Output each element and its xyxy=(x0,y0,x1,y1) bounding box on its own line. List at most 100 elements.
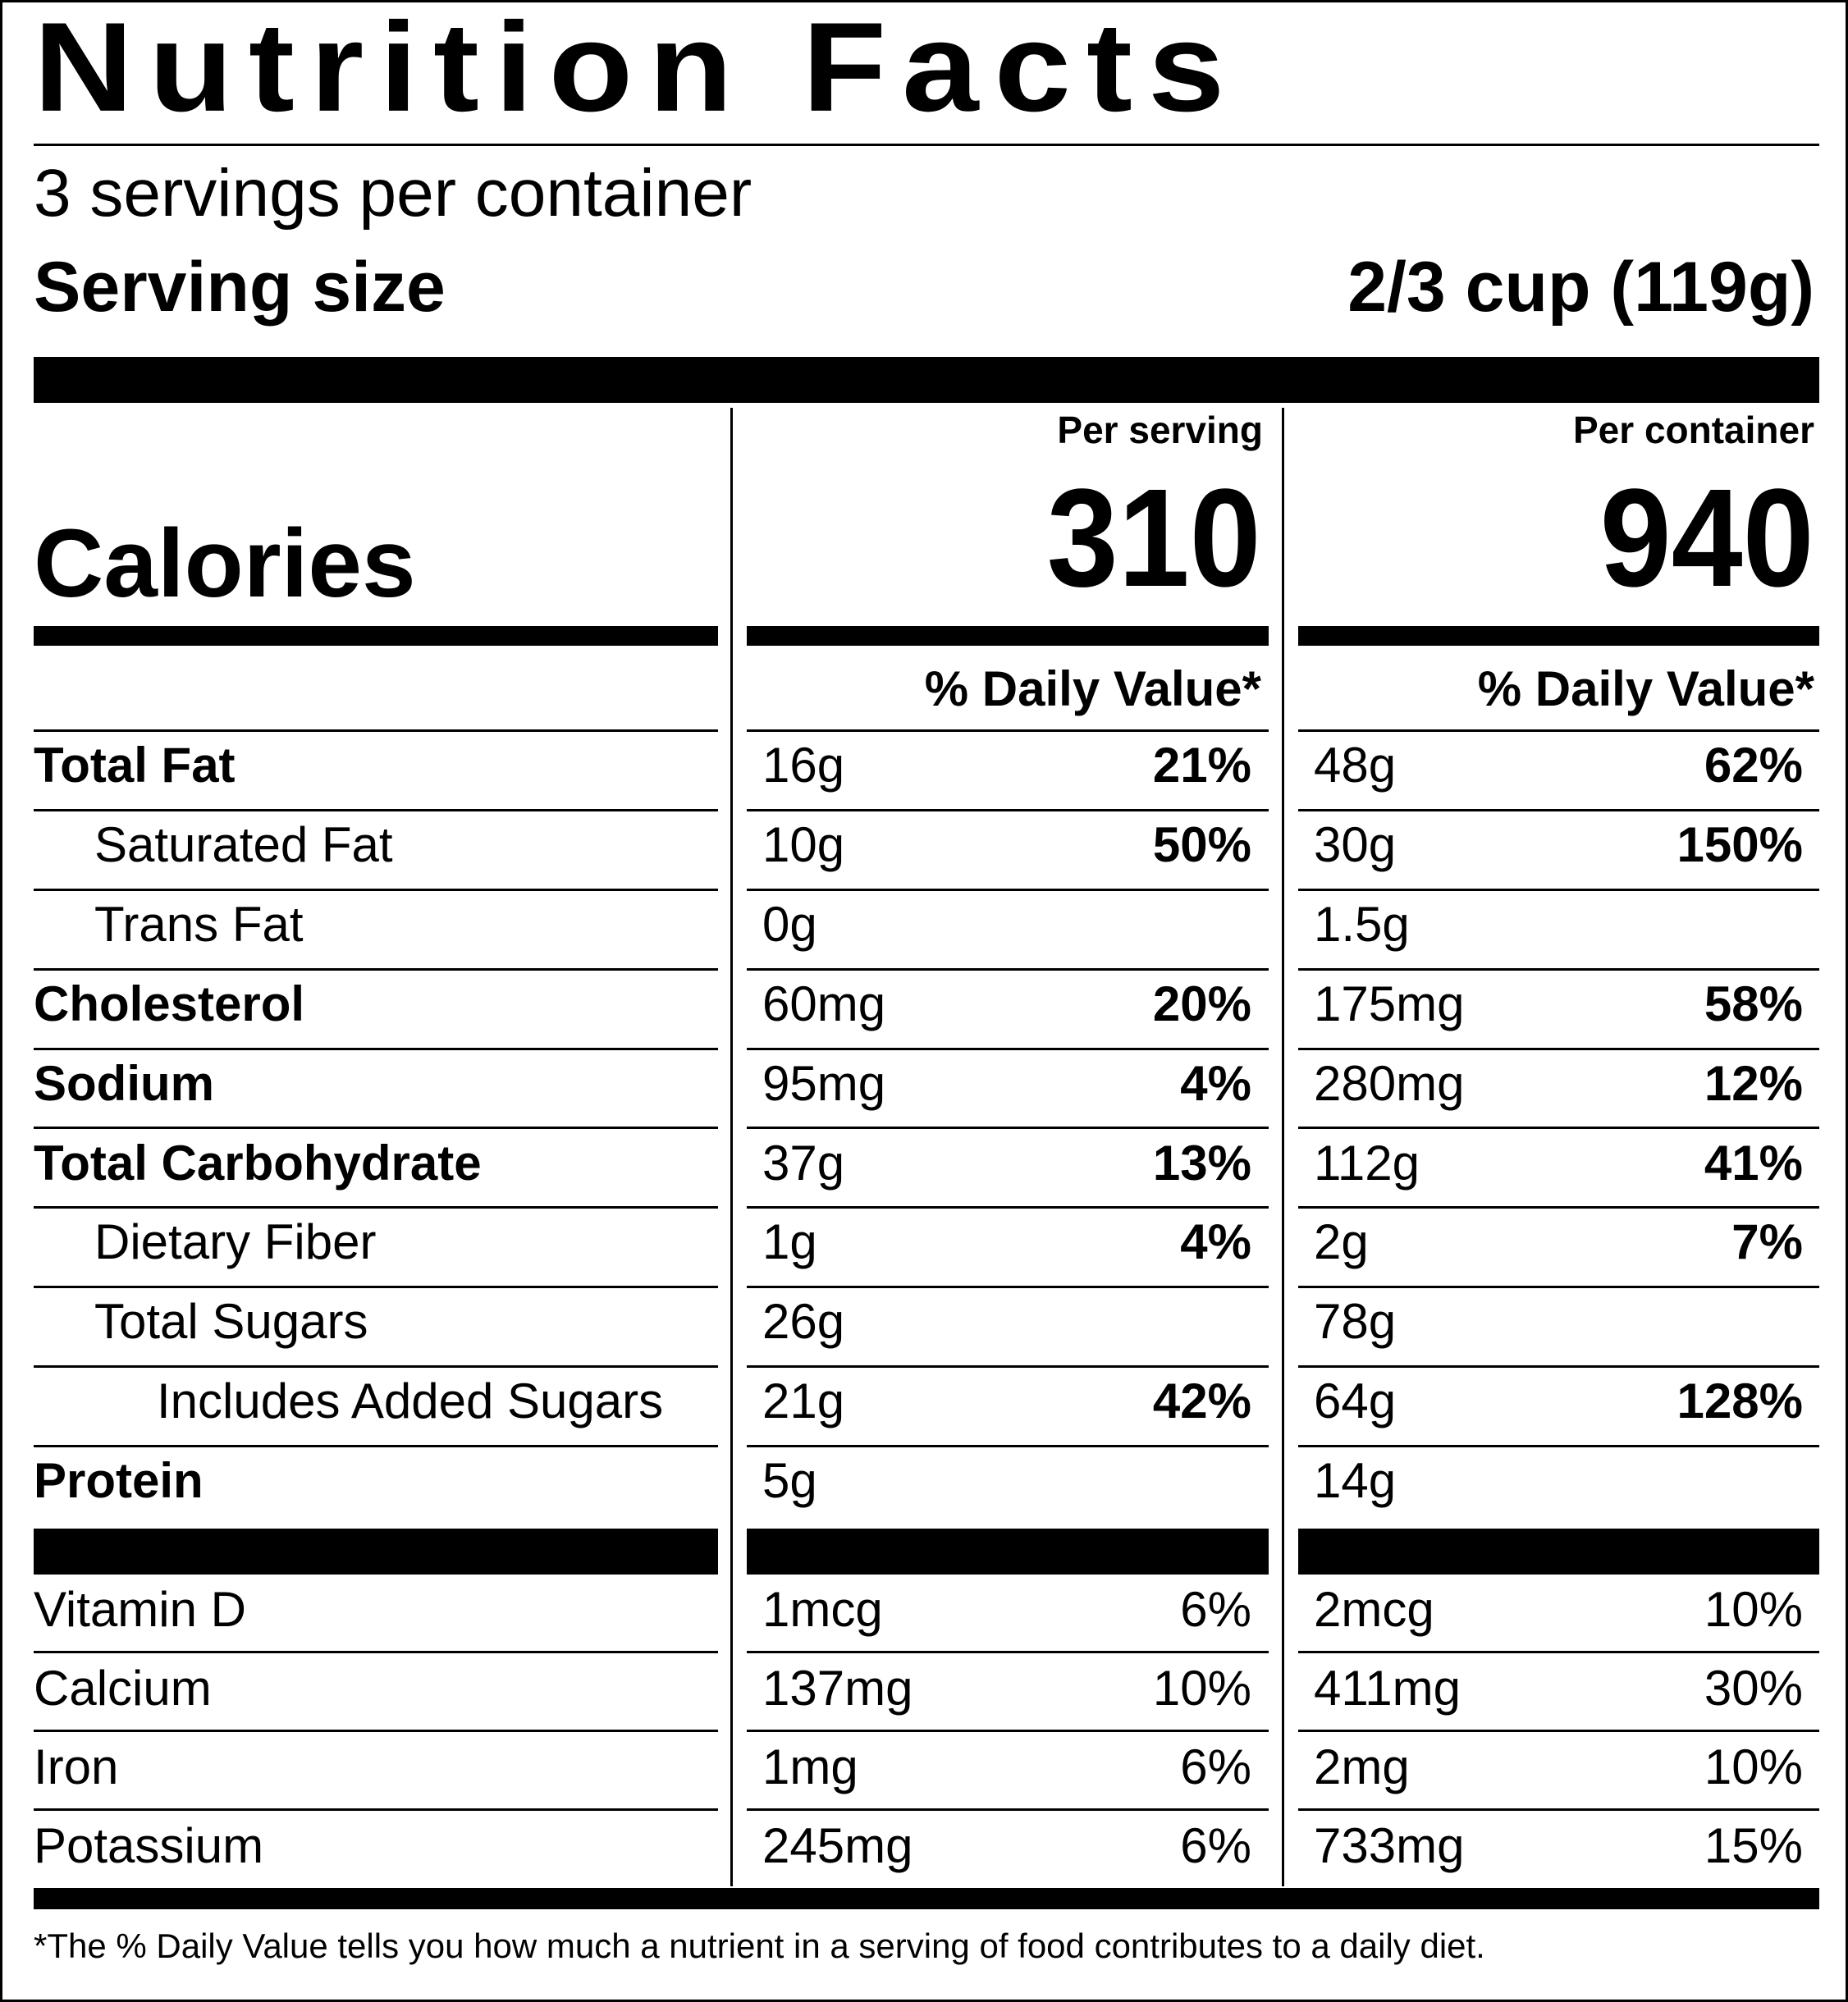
nutrient-name: Sodium xyxy=(34,1055,214,1111)
row-divider xyxy=(747,808,1269,811)
footnote: *The % Daily Value tells you how much a … xyxy=(34,1927,1485,1965)
container-daily-value: 62% xyxy=(1704,738,1803,793)
nutrient-name: Iron xyxy=(34,1739,119,1794)
container-amount: 2mg xyxy=(1314,1739,1410,1794)
nutrient-name: Cholesterol xyxy=(34,976,305,1031)
container-amount: 30g xyxy=(1314,816,1397,872)
calories-divider-middle xyxy=(747,626,1269,646)
row-divider xyxy=(747,1445,1269,1448)
serving-daily-value: 4% xyxy=(1180,1214,1251,1270)
row-divider xyxy=(747,1047,1269,1050)
container-amount: 280mg xyxy=(1314,1055,1465,1111)
nutrient-name: Dietary Fiber xyxy=(94,1214,377,1270)
row-divider xyxy=(1298,1127,1819,1130)
serving-amount: 26g xyxy=(762,1294,845,1350)
column-separator-1 xyxy=(730,408,733,1886)
container-amount: 112g xyxy=(1314,1135,1420,1191)
calories-divider-left xyxy=(34,626,718,646)
serving-amount: 21g xyxy=(762,1374,845,1429)
per-container-header: Per container xyxy=(1573,409,1814,451)
calories-divider-right xyxy=(1298,626,1819,646)
nutrient-name: Total Fat xyxy=(34,738,236,793)
container-daily-value: 15% xyxy=(1704,1818,1803,1873)
thick-divider-mid-middle xyxy=(747,1529,1269,1575)
nutrient-name: Trans Fat xyxy=(94,896,304,952)
row-divider xyxy=(34,1286,718,1289)
container-daily-value: 30% xyxy=(1704,1661,1803,1716)
label-title: Nutrition Facts xyxy=(34,0,1241,138)
nutrient-name: Total Carbohydrate xyxy=(34,1135,482,1191)
row-divider xyxy=(747,1730,1269,1732)
container-amount: 733mg xyxy=(1314,1818,1465,1873)
container-amount: 48g xyxy=(1314,738,1397,793)
column-separator-2 xyxy=(1282,408,1284,1886)
row-divider xyxy=(747,888,1269,891)
row-divider xyxy=(747,1651,1269,1653)
daily-value-header-serving: % Daily Value* xyxy=(924,661,1261,716)
container-daily-value: 10% xyxy=(1704,1739,1803,1794)
container-amount: 411mg xyxy=(1314,1661,1461,1716)
serving-daily-value: 6% xyxy=(1180,1818,1251,1873)
container-amount: 64g xyxy=(1314,1374,1397,1429)
title-divider xyxy=(34,144,1819,146)
thick-divider-mid-right xyxy=(1298,1529,1819,1575)
nutrient-name: Includes Added Sugars xyxy=(157,1374,664,1429)
row-divider xyxy=(1298,1730,1819,1732)
row-divider xyxy=(1298,1808,1819,1811)
nutrient-name: Protein xyxy=(34,1453,204,1509)
container-daily-value: 10% xyxy=(1704,1582,1803,1637)
calories-per-container: 940 xyxy=(1600,460,1814,616)
row-divider xyxy=(1298,888,1819,891)
calories-label: Calories xyxy=(34,510,416,618)
row-divider xyxy=(747,1127,1269,1130)
nutrient-name: Potassium xyxy=(34,1818,264,1873)
row-divider xyxy=(34,1808,718,1811)
row-divider xyxy=(1298,1365,1819,1369)
row-divider xyxy=(1298,808,1819,811)
row-divider xyxy=(34,1365,718,1369)
row-divider xyxy=(747,1365,1269,1369)
serving-amount: 137mg xyxy=(762,1661,913,1716)
container-daily-value: 7% xyxy=(1731,1214,1803,1270)
serving-amount: 1g xyxy=(762,1214,817,1270)
container-amount: 1.5g xyxy=(1314,896,1410,952)
row-divider xyxy=(1298,1651,1819,1653)
row-divider xyxy=(747,729,1269,732)
nutrient-name: Saturated Fat xyxy=(94,816,393,872)
container-daily-value: 41% xyxy=(1704,1135,1803,1191)
serving-size-value: 2/3 cup (119g) xyxy=(1347,248,1814,327)
row-divider xyxy=(34,1047,718,1050)
serving-amount: 16g xyxy=(762,738,845,793)
row-divider xyxy=(1298,729,1819,732)
container-amount: 2mcg xyxy=(1314,1582,1434,1637)
serving-daily-value: 4% xyxy=(1180,1055,1251,1111)
thick-divider-top xyxy=(34,357,1819,403)
serving-amount: 1mcg xyxy=(762,1582,883,1637)
row-divider xyxy=(34,1651,718,1653)
container-amount: 175mg xyxy=(1314,976,1465,1031)
serving-daily-value: 50% xyxy=(1152,816,1251,872)
serving-amount: 245mg xyxy=(762,1818,913,1873)
row-divider xyxy=(34,1206,718,1209)
row-divider xyxy=(34,967,718,971)
nutrient-name: Calcium xyxy=(34,1661,212,1716)
container-daily-value: 58% xyxy=(1704,976,1803,1031)
serving-amount: 95mg xyxy=(762,1055,886,1111)
serving-amount: 0g xyxy=(762,896,817,952)
row-divider xyxy=(34,1730,718,1732)
serving-size-label: Serving size xyxy=(34,248,446,327)
serving-daily-value: 10% xyxy=(1152,1661,1251,1716)
serving-amount: 37g xyxy=(762,1135,845,1191)
container-daily-value: 12% xyxy=(1704,1055,1803,1111)
serving-daily-value: 6% xyxy=(1180,1582,1251,1637)
row-divider xyxy=(34,729,718,732)
serving-daily-value: 42% xyxy=(1152,1374,1251,1429)
serving-amount: 5g xyxy=(762,1453,817,1509)
serving-amount: 1mg xyxy=(762,1739,858,1794)
serving-daily-value: 13% xyxy=(1152,1135,1251,1191)
per-serving-header: Per serving xyxy=(1057,409,1263,451)
serving-daily-value: 6% xyxy=(1180,1739,1251,1794)
container-daily-value: 128% xyxy=(1676,1374,1803,1429)
serving-amount: 10g xyxy=(762,816,845,872)
